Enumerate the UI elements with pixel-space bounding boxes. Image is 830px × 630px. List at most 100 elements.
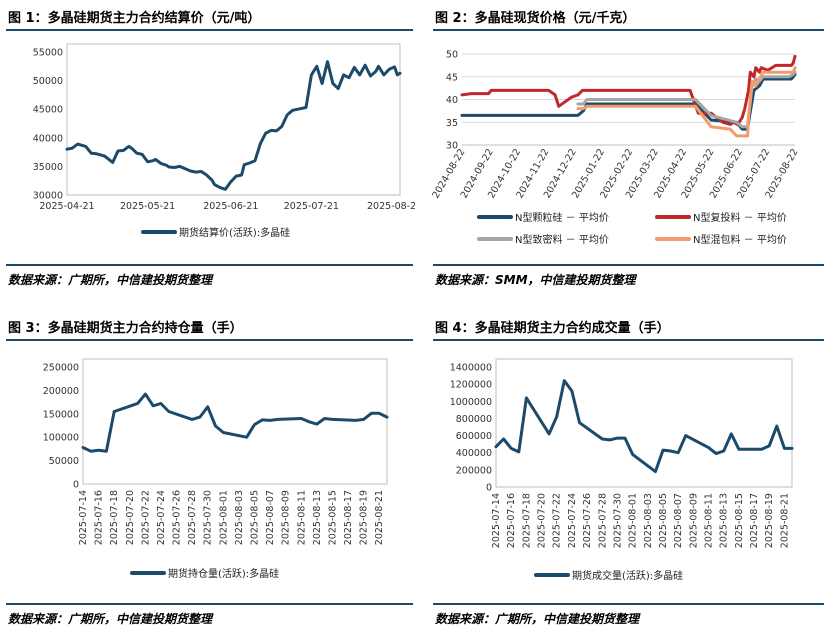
fig3-x-tick-label: 2025-07-28 — [187, 490, 198, 545]
fig2-legend-label: N型复投料 － 平均价 — [693, 211, 787, 224]
fig2-y-tick-label: 30 — [446, 141, 458, 152]
fig2-legend-label: N型混包料 － 平均价 — [693, 233, 787, 246]
fig4-series-line-0 — [494, 379, 794, 474]
fig4-chart: 0 200000 400000 600000 800000 1000000 1200000 1… — [450, 358, 794, 582]
fig1-legend-label: 期货结算价(活跃):多晶硅 — [179, 226, 290, 239]
fig2-chart: 30354045502024-08-222024-09-222024-10-22… — [430, 50, 800, 247]
fig4-x-tick-label: 2025-08-09 — [688, 493, 699, 548]
fig1-y-tick-label: 40000 — [33, 133, 63, 144]
fig3-x-tick-label: 2025-08-19 — [359, 490, 370, 545]
fig3-x-tick-label: 2025-08-01 — [218, 490, 229, 545]
fig3-y-tick-label: 150000 — [43, 409, 79, 420]
fig4-x-tick-label: 2025-07-26 — [582, 493, 593, 548]
fig4-x-tick-label: 2025-07-18 — [521, 493, 532, 548]
fig1-title: 图 1：多晶硅期货主力合约结算价（元/吨） — [8, 11, 261, 26]
fig3-x-tick-label: 2025-08-03 — [234, 490, 245, 545]
fig4-y-tick-label: 200000 — [456, 465, 492, 476]
fig4-x-tick-label: 2025-07-20 — [537, 493, 548, 548]
fig4-x-tick-label: 2025-08-11 — [704, 493, 715, 548]
fig4-y-tick-label: 800000 — [456, 414, 492, 425]
fig4-x-tick-label: 2025-08-01 — [628, 493, 639, 548]
fig2-title: 图 2：多晶硅现货价格（元/千克） — [435, 11, 636, 26]
fig4-x-tick-label: 2025-08-15 — [734, 493, 745, 548]
fig4-x-tick-label: 2025-08-19 — [764, 493, 775, 548]
fig3-bottom-rule — [6, 603, 413, 605]
fig4-legend-label: 期货成交量(活跃):多晶硅 — [572, 569, 683, 582]
fig3-x-tick-label: 2025-08-17 — [343, 490, 354, 545]
fig2-y-tick-label: 35 — [446, 118, 458, 129]
fig4-y-tick-label: 1000000 — [450, 397, 492, 408]
fig4-x-tick-label: 2025-07-22 — [552, 493, 563, 548]
fig1-y-tick-label: 45000 — [33, 105, 63, 116]
fig4-x-tick-label: 2025-07-16 — [506, 493, 517, 548]
fig2-y-tick-label: 45 — [446, 72, 458, 83]
fig2-bottom-rule — [433, 264, 824, 266]
fig4-y-tick-label: 0 — [486, 483, 492, 494]
fig3-x-tick-label: 2025-08-21 — [374, 490, 385, 545]
fig1-series-line-0 — [65, 60, 402, 191]
fig3-y-tick-label: 200000 — [43, 386, 79, 397]
fig4-y-tick-label: 1200000 — [450, 380, 492, 391]
fig4-x-tick-label: 2025-08-17 — [749, 493, 760, 548]
fig1-x-tick-label: 2025-04-21 — [39, 201, 94, 212]
fig3-y-tick-label: 50000 — [49, 456, 79, 467]
fig3-x-tick-label: 2025-07-16 — [94, 490, 105, 545]
fig3-x-tick-label: 2025-07-20 — [125, 490, 136, 545]
fig3-x-tick-label: 2025-08-05 — [249, 490, 260, 545]
fig2-y-tick-label: 40 — [446, 95, 458, 106]
fig3-chart: 0 50000 100000 150000 200000 250000 2025-07-14… — [43, 358, 389, 580]
fig3-legend-label: 期货持仓量(活跃):多晶硅 — [168, 567, 279, 580]
fig4-x-tick-label: 2025-08-21 — [779, 493, 790, 548]
fig1-x-tick-label: 2025-06-21 — [203, 201, 258, 212]
fig4-top-rule — [433, 339, 824, 341]
fig4-y-tick-label: 600000 — [456, 431, 492, 442]
fig1-chart: 30000 35000 40000 45000 50000 55000 2025-04-21… — [33, 43, 415, 239]
fig4-x-tick-label: 2025-07-24 — [567, 493, 578, 548]
fig4-x-tick-label: 2025-07-28 — [597, 493, 608, 548]
fig1-bottom-rule — [6, 264, 413, 266]
fig3-series-line-0 — [81, 392, 389, 453]
fig3-x-tick-label: 2025-08-11 — [296, 490, 307, 545]
fig1-x-tick-label: 2025-07-21 — [284, 201, 339, 212]
fig4-x-tick-label: 2025-07-30 — [612, 493, 623, 548]
fig3-x-tick-label: 2025-07-30 — [203, 490, 214, 545]
fig3-x-tick-label: 2025-07-22 — [140, 490, 151, 545]
fig2-top-rule — [433, 29, 824, 31]
fig3-title: 图 3：多晶硅期货主力合约持仓量（手） — [8, 321, 243, 336]
fig3-x-tick-label: 2025-08-09 — [281, 490, 292, 545]
fig2-legend-label: N型颗粒硅 － 平均价 — [515, 211, 609, 224]
fig2-y-tick-label: 50 — [446, 50, 458, 61]
fig3-y-tick-label: 100000 — [43, 433, 79, 444]
fig1-top-rule — [6, 29, 413, 31]
fig1-y-tick-label: 50000 — [33, 76, 63, 87]
fig3-source: 数据来源：广期所，中信建投期货整理 — [8, 612, 213, 626]
fig1-y-tick-label: 30000 — [33, 191, 63, 202]
fig4-x-tick-label: 2025-08-13 — [719, 493, 730, 548]
fig4-y-tick-label: 400000 — [456, 448, 492, 459]
fig3-y-tick-label: 250000 — [43, 363, 79, 374]
fig2-source: 数据来源：SMM，中信建投期货整理 — [435, 273, 636, 287]
fig3-x-tick-label: 2025-08-07 — [265, 490, 276, 545]
fig1-plot-border — [66, 43, 401, 196]
fig4-title: 图 4：多晶硅期货主力合约成交量（手） — [435, 321, 670, 336]
fig4-plot-border — [495, 358, 793, 488]
fig1-x-tick-label: 2025-08-21 — [367, 201, 415, 212]
fig4-source: 数据来源：广期所，中信建投期货整理 — [435, 612, 640, 626]
fig4-x-tick-label: 2025-08-03 — [643, 493, 654, 548]
fig1-y-tick-label: 35000 — [33, 162, 63, 173]
fig3-x-tick-label: 2025-07-14 — [78, 490, 89, 545]
fig1-source: 数据来源：广期所，中信建投期货整理 — [8, 273, 213, 287]
fig1-y-tick-label: 55000 — [33, 48, 63, 59]
fig3-x-tick-label: 2025-07-24 — [156, 490, 167, 545]
fig4-y-tick-label: 1400000 — [450, 363, 492, 374]
fig3-plot-border — [82, 358, 388, 485]
fig3-x-tick-label: 2025-07-26 — [172, 490, 183, 545]
fig1-x-tick-label: 2025-05-21 — [120, 201, 175, 212]
fig3-x-tick-label: 2025-07-18 — [109, 490, 120, 545]
fig3-x-tick-label: 2025-08-15 — [327, 490, 338, 545]
fig4-x-tick-label: 2025-08-05 — [658, 493, 669, 548]
fig2-legend-label: N型致密料 － 平均价 — [515, 233, 609, 246]
fig3-y-tick-label: 0 — [73, 480, 79, 491]
fig2-series-line-3 — [576, 66, 797, 138]
fig4-bottom-rule — [433, 603, 824, 605]
